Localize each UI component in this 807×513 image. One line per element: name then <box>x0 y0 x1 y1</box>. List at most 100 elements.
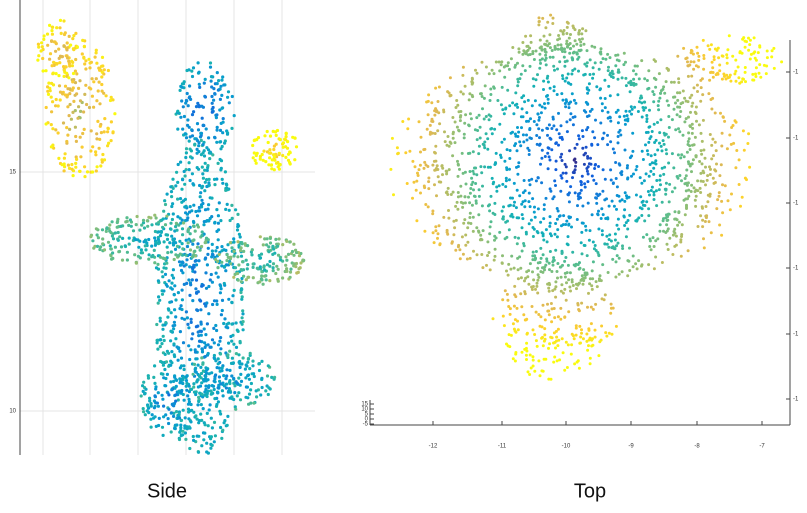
point <box>674 218 677 221</box>
point <box>230 204 233 207</box>
point <box>615 260 618 263</box>
point <box>162 210 165 213</box>
point <box>550 302 553 305</box>
point <box>501 261 504 264</box>
point <box>433 241 436 244</box>
point <box>41 45 44 48</box>
point <box>457 195 460 198</box>
point <box>189 420 192 423</box>
point <box>645 172 648 175</box>
point <box>218 375 221 378</box>
point <box>523 279 526 282</box>
point <box>213 440 216 443</box>
point <box>702 171 705 174</box>
point <box>535 285 538 288</box>
point <box>284 145 287 148</box>
point <box>680 255 683 258</box>
point <box>530 41 533 44</box>
point <box>542 217 545 220</box>
point <box>573 337 576 340</box>
point <box>706 174 709 177</box>
point <box>543 102 546 105</box>
point <box>582 277 585 280</box>
point <box>677 153 680 156</box>
point <box>272 262 275 265</box>
point <box>523 179 526 182</box>
point <box>235 346 238 349</box>
point <box>659 223 662 226</box>
point <box>170 350 173 353</box>
point <box>262 243 265 246</box>
point <box>531 197 534 200</box>
point <box>63 157 66 160</box>
point <box>635 73 638 76</box>
point <box>57 74 60 77</box>
point <box>485 132 488 135</box>
point <box>451 154 454 157</box>
point <box>295 271 298 274</box>
point <box>182 221 185 224</box>
point <box>457 191 460 194</box>
point <box>541 105 544 108</box>
point <box>240 246 243 249</box>
point <box>653 58 656 61</box>
point <box>463 122 466 125</box>
point <box>389 168 392 171</box>
point <box>182 409 185 412</box>
point <box>116 226 119 229</box>
point <box>165 215 168 218</box>
point <box>553 85 556 88</box>
point <box>643 77 646 80</box>
point <box>62 121 65 124</box>
point <box>505 179 508 182</box>
point <box>594 336 597 339</box>
point <box>609 94 612 97</box>
point <box>187 238 190 241</box>
point <box>510 57 513 60</box>
point <box>205 146 208 149</box>
point <box>695 120 698 123</box>
point <box>697 59 700 62</box>
point <box>216 391 219 394</box>
point <box>603 132 606 135</box>
point <box>142 381 145 384</box>
point <box>647 214 650 217</box>
point <box>140 248 143 251</box>
point <box>246 386 249 389</box>
point <box>674 102 677 105</box>
point <box>640 182 643 185</box>
point <box>284 138 287 141</box>
point <box>553 195 556 198</box>
point <box>291 250 294 253</box>
point <box>232 241 235 244</box>
point <box>580 189 583 192</box>
point <box>72 100 75 103</box>
point <box>662 173 665 176</box>
point <box>591 175 594 178</box>
point <box>557 144 560 147</box>
point <box>439 242 442 245</box>
point <box>538 16 541 19</box>
point <box>233 384 236 387</box>
point <box>552 264 555 267</box>
point <box>237 330 240 333</box>
point <box>702 54 705 57</box>
point <box>662 85 665 88</box>
point <box>751 79 754 82</box>
point <box>568 37 571 40</box>
point <box>237 391 240 394</box>
point <box>720 163 723 166</box>
point <box>55 72 58 75</box>
point <box>197 144 200 147</box>
point <box>546 44 549 47</box>
point <box>96 233 99 236</box>
point <box>643 204 646 207</box>
point <box>686 197 689 200</box>
point <box>471 204 474 207</box>
point <box>635 168 638 171</box>
point <box>188 140 191 143</box>
point <box>239 384 242 387</box>
point <box>614 64 617 67</box>
point <box>533 58 536 61</box>
point <box>559 307 562 310</box>
